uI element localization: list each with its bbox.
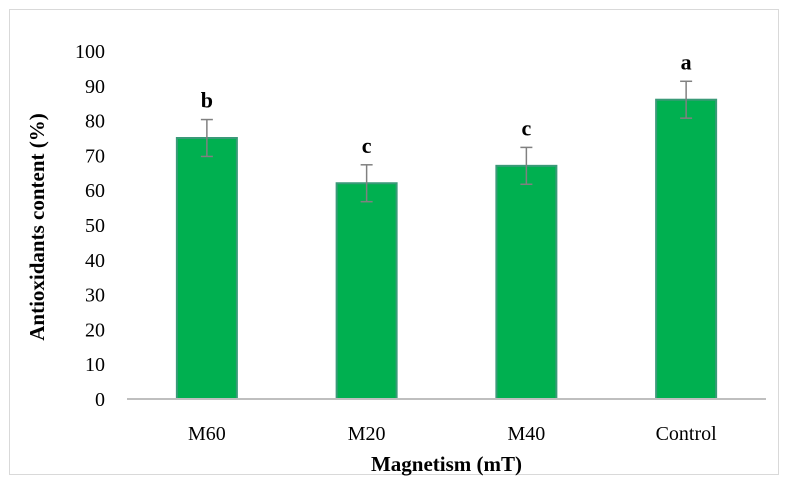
- bar-m60: [175, 137, 238, 400]
- significance-label: a: [681, 49, 692, 74]
- significance-label: b: [201, 88, 213, 113]
- error-bar-m40: [520, 146, 533, 186]
- significance-label: c: [521, 115, 531, 140]
- y-tick-label: 0: [95, 389, 105, 411]
- y-tick-label: 50: [85, 215, 105, 237]
- x-tick-label: M20: [348, 423, 386, 445]
- y-tick-label: 100: [75, 41, 105, 63]
- bars: [175, 98, 718, 400]
- bar-control: [655, 98, 718, 400]
- x-axis-ticks: M60 M20 M40 Control: [188, 423, 717, 445]
- error-bars: [200, 80, 693, 203]
- y-tick-label: 10: [85, 354, 105, 376]
- error-bar-m60: [200, 118, 213, 158]
- y-tick-label: 80: [85, 111, 105, 133]
- y-tick-label: 20: [85, 319, 105, 341]
- x-axis-title: Magnetism (mT): [371, 452, 522, 476]
- significance-labels: b c c a: [201, 49, 692, 158]
- error-bar-control: [680, 80, 693, 119]
- y-axis-title: Antioxidants content (%): [25, 113, 49, 341]
- bar-m20: [335, 182, 398, 400]
- x-tick-label: M40: [507, 423, 545, 445]
- y-tick-label: 30: [85, 285, 105, 307]
- error-bar-m20: [360, 164, 373, 203]
- bar-m40: [495, 164, 558, 400]
- y-tick-label: 90: [85, 76, 105, 98]
- x-tick-label: M60: [188, 423, 226, 445]
- significance-label: c: [362, 133, 372, 158]
- y-tick-label: 40: [85, 250, 105, 272]
- y-tick-label: 70: [85, 145, 105, 167]
- x-tick-label: Control: [656, 423, 718, 445]
- y-tick-label: 60: [85, 180, 105, 202]
- y-axis-ticks: 0 10 20 30 40 50 60 70 80 90 100: [75, 41, 105, 411]
